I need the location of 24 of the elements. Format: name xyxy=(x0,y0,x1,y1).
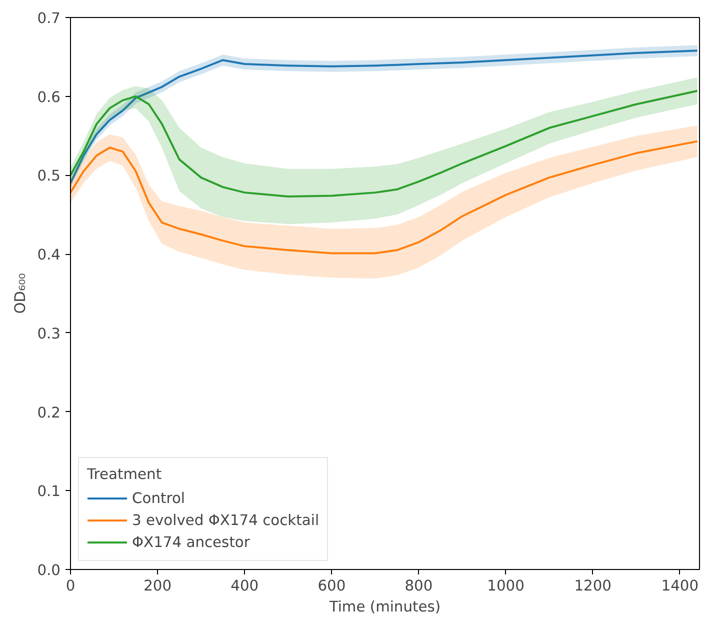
x-tick-label: 400 xyxy=(230,578,259,594)
x-tick-label: 1400 xyxy=(661,578,699,594)
x-tick-label: 0 xyxy=(66,578,76,594)
y-axis-title: OD₆₀₀ xyxy=(12,273,30,314)
y-tick-label: 0.4 xyxy=(37,246,61,264)
y-tick-label: 0.0 xyxy=(37,562,61,579)
line-series xyxy=(70,90,698,198)
y-tick-label: 0.7 xyxy=(37,10,61,27)
y-tick-label: 0.5 xyxy=(37,168,61,185)
x-tick-label: 1200 xyxy=(574,578,612,594)
legend-label: 3 evolved ΦX174 cocktail xyxy=(132,512,320,528)
x-tick-label: 200 xyxy=(144,578,172,594)
x-tick-label: 600 xyxy=(318,578,346,594)
legend-label: Control xyxy=(132,490,185,506)
x-tick-label: 800 xyxy=(404,578,433,594)
y-tick-label: 0.6 xyxy=(37,88,61,106)
y-tick-label: 0.2 xyxy=(37,404,61,422)
y-tick-label: 0.3 xyxy=(37,325,61,342)
line-series xyxy=(70,140,698,254)
y-tick-label: 0.1 xyxy=(37,483,61,500)
legend-label: ΦX174 ancestor xyxy=(132,534,250,550)
x-tick-label: 1000 xyxy=(487,578,524,594)
x-axis-title: Time (minutes) xyxy=(328,598,441,616)
legend-title: Treatment xyxy=(87,466,163,483)
